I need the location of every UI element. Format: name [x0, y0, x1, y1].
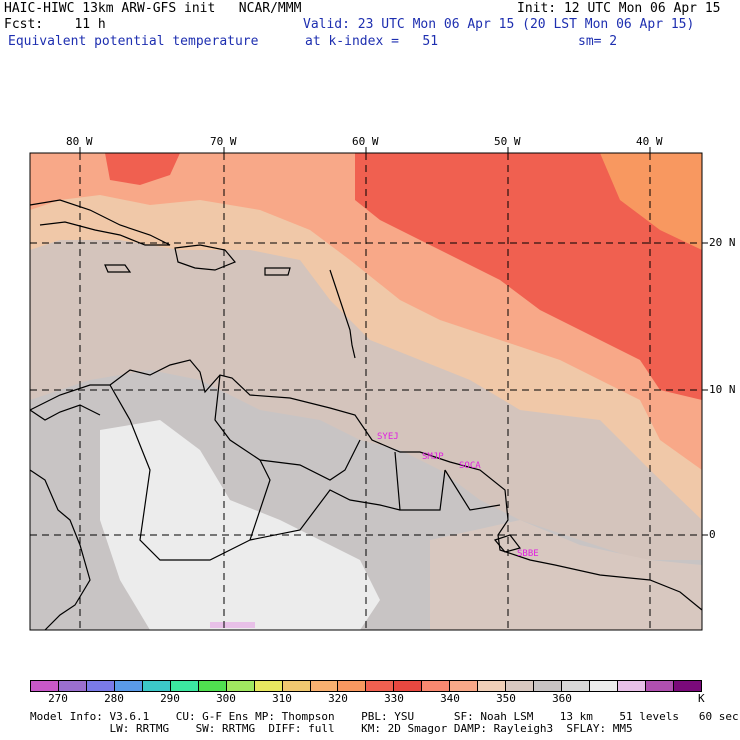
- colorbar-swatch: [589, 681, 618, 691]
- colorbar-swatch: [337, 681, 366, 691]
- field-region-orange-ne: [600, 153, 702, 250]
- field-region-mild: [430, 520, 702, 630]
- colorbar-swatch: [85, 681, 114, 691]
- colorbar-tick-label: 320: [328, 692, 348, 705]
- header-valid: Valid: 23 UTC Mon 06 Apr 15 (20 LST Mon …: [303, 17, 695, 32]
- lat-label-eq: 0: [709, 528, 716, 541]
- colorbar-swatch: [141, 681, 170, 691]
- colorbar-tick-label: 360: [552, 692, 572, 705]
- colorbar-swatch: [113, 681, 142, 691]
- colorbar-swatch: [533, 681, 562, 691]
- field-region-cold: [100, 420, 380, 630]
- header-title: HAIC-HIWC 13km ARW-GFS init NCAR/MMM: [4, 1, 302, 16]
- colorbar-swatch: [225, 681, 254, 691]
- colorbar-tick-label: 310: [272, 692, 292, 705]
- colorbar-unit: K: [698, 692, 705, 705]
- lon-label-70w: 70 W: [210, 135, 237, 148]
- field-region-hot: [355, 153, 702, 400]
- lat-label-20n: 20 N: [709, 236, 736, 249]
- colorbar-tick-label: 350: [496, 692, 516, 705]
- model-info-line2: LW: RRTMG SW: RRTMG DIFF: full KM: 2D Sm…: [30, 722, 633, 735]
- colorbar: [30, 680, 702, 692]
- colorbar-tick-label: 300: [216, 692, 236, 705]
- coast-central-america: [29, 469, 91, 631]
- header-forecast: Fcst: 11 h: [4, 17, 106, 32]
- colorbar-swatch: [561, 681, 590, 691]
- header-field: Equivalent potential temperature: [8, 34, 259, 49]
- station-sbbe: SBBE: [517, 549, 539, 559]
- field-region-hot-west: [105, 153, 180, 185]
- coast-lesser-antilles: [329, 269, 356, 359]
- map-frame: [29, 152, 703, 631]
- graticule: [30, 153, 702, 630]
- colorbar-swatch: [253, 681, 282, 691]
- coast-puerto-rico: [264, 267, 291, 276]
- header-smoothing: sm= 2: [578, 34, 618, 49]
- border-colombia: [109, 384, 271, 561]
- coast-hispaniola: [174, 244, 236, 271]
- colorbar-swatch: [365, 681, 394, 691]
- axis-ticks: [79, 147, 708, 536]
- coast-south-america: [29, 359, 703, 611]
- colorbar-swatch: [505, 681, 534, 691]
- lon-label-60w: 60 W: [352, 135, 379, 148]
- coast-jamaica: [104, 264, 132, 273]
- colorbar-tick-label: 280: [104, 692, 124, 705]
- colorbar-swatch: [477, 681, 506, 691]
- colorbar-tick-label: 330: [384, 692, 404, 705]
- colorbar-tick-label: 270: [48, 692, 68, 705]
- model-info-line1: Model Info: V3.6.1 CU: G-F Ens MP: Thomp…: [30, 710, 739, 723]
- colorbar-swatch: [644, 681, 673, 691]
- colorbar-swatch: [169, 681, 198, 691]
- colorbar-swatch: [309, 681, 338, 691]
- border-venezuela: [214, 374, 361, 481]
- lon-label-80w: 80 W: [66, 135, 93, 148]
- header-init: Init: 12 UTC Mon 06 Apr 15: [517, 1, 721, 16]
- colorbar-swatch: [672, 681, 701, 691]
- station-syej: SYEJ: [377, 432, 399, 442]
- colorbar-swatch: [57, 681, 86, 691]
- colorbar-swatch: [281, 681, 310, 691]
- border-brazil: [249, 489, 401, 541]
- colorbar-tick-label: 290: [160, 692, 180, 705]
- colorbar-swatch: [197, 681, 226, 691]
- header-level: at k-index = 51: [305, 34, 439, 49]
- lon-label-50w: 50 W: [494, 135, 521, 148]
- lat-label-10n: 10 N: [709, 383, 736, 396]
- border-guiana: [394, 451, 501, 511]
- coast-panama: [29, 404, 101, 421]
- colorbar-swatch: [421, 681, 450, 691]
- station-smjp: SMJP: [422, 452, 444, 462]
- station-soca: SOCA: [459, 461, 481, 471]
- colorbar-swatch: [31, 681, 58, 691]
- colorbar-swatch: [449, 681, 478, 691]
- field-patch-purple: [210, 622, 255, 628]
- colorbar-swatch: [617, 681, 645, 691]
- colorbar-swatch: [393, 681, 422, 691]
- colorbar-tick-label: 340: [440, 692, 460, 705]
- coast-amazon-delta: [493, 534, 522, 553]
- lon-label-40w: 40 W: [636, 135, 663, 148]
